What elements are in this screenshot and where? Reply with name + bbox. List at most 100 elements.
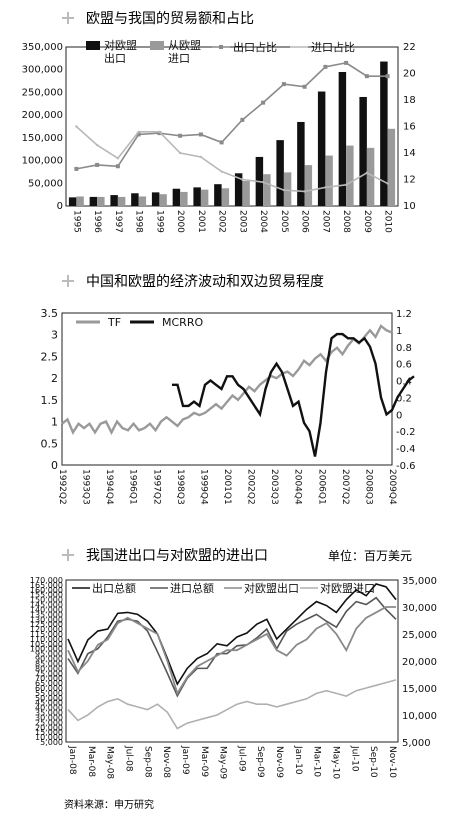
y-tick-label: 15,000 [35, 728, 63, 737]
point-export-share [198, 132, 203, 137]
bar-export [380, 61, 388, 207]
bar-export [172, 188, 181, 206]
y2-tick-label: 10,000 [402, 711, 437, 722]
y-tick-label: 130,000 [30, 615, 63, 624]
x-tick-label: Nov-08 [161, 746, 171, 778]
point-export-share [281, 82, 286, 87]
point-import-share [158, 130, 161, 133]
y-tick-label: 60,000 [35, 684, 63, 693]
legend-label-export-share: 出口占比 [233, 40, 277, 54]
bar-export [110, 195, 118, 206]
point-export-share [136, 132, 141, 137]
y-tick-label: 125,000 [30, 620, 63, 629]
y-tick-label: 300,000 [22, 65, 63, 76]
x-tick-label: Mar-09 [199, 746, 209, 777]
x-tick-label: 1996 [92, 210, 102, 233]
y-tick-label: 30,000 [35, 713, 63, 722]
y2-tick-label: -0.2 [396, 427, 416, 438]
legend-marker-export-share [219, 45, 223, 49]
point-export-share [344, 60, 349, 65]
y2-tick-label: 25,000 [402, 630, 437, 641]
bar-import [76, 196, 84, 206]
bar-export [151, 192, 160, 206]
bar-import [138, 196, 147, 206]
x-tick-label: 2006 [300, 210, 310, 233]
plus-icon [62, 275, 74, 287]
y-tick-label: 160,000 [30, 586, 63, 595]
line-tf [61, 324, 393, 436]
point-import-share [220, 170, 223, 173]
bar-import [97, 196, 105, 206]
bar-import [221, 188, 230, 206]
bar-import [325, 155, 333, 206]
x-tick-label: 1995 [71, 210, 81, 233]
bar-export [338, 71, 347, 206]
y-tick-label: 120,000 [30, 625, 63, 634]
point-export-share [240, 117, 245, 122]
y-tick-label: 50,000 [35, 694, 63, 703]
legend-label-import: 进口 [168, 52, 190, 65]
y2-tick-label: 0 [396, 410, 402, 421]
y-tick-label: 85,000 [35, 659, 63, 668]
x-tick-label: May-10 [331, 746, 341, 779]
point-export-share [302, 84, 307, 89]
point-export-share [95, 162, 100, 167]
x-tick-label: 1994Q4 [104, 469, 114, 505]
x-tick-label: Mar-08 [86, 746, 96, 777]
bar-import [346, 145, 354, 206]
plus-icon [62, 12, 74, 24]
x-tick-label: Sep-08 [142, 746, 152, 778]
point-import-share [282, 188, 286, 192]
x-tick-label: 2001 [196, 210, 206, 233]
x-tick-label: 2003 [237, 210, 247, 233]
y2-tick-label: -0.6 [396, 461, 416, 472]
y2-tick-label: 18 [403, 95, 416, 106]
y2-tick-label: 0.6 [396, 360, 412, 371]
legend-label-tf: TF [107, 316, 121, 329]
line-import-share [75, 125, 388, 193]
bar-export [193, 187, 201, 206]
chart1-bar-line: 0 50,000 100,000 150,000 200,000 250,000 300,0… [22, 38, 416, 233]
point-import-share [199, 155, 203, 159]
x-tick-label: Jan-10 [293, 745, 303, 775]
x-tick-label: 2006Q1 [316, 469, 326, 505]
bar-export [214, 184, 222, 206]
point-export-share [323, 64, 328, 69]
bar-export [359, 96, 367, 206]
line-eu-import [67, 679, 397, 730]
y-tick-label: 115,000 [30, 630, 63, 639]
x-tick-label: Jul-09 [236, 745, 246, 772]
point-import-share [95, 143, 99, 147]
source-note: 资料来源：申万研究 [64, 798, 154, 811]
y-tick-label: 0 [57, 201, 63, 212]
bar-export [317, 91, 326, 206]
y-tick-label: 20,000 [35, 723, 63, 732]
y2-tick-label: 0.8 [396, 343, 412, 354]
point-import-share [137, 130, 140, 133]
y2-tick-label: 20 [403, 69, 416, 80]
plot-frame [65, 579, 399, 743]
x-tick-label: 2008Q3 [363, 469, 373, 505]
chart3-unit: 单位：百万美元 [328, 548, 412, 563]
point-import-share [324, 186, 327, 189]
x-tick-label: 2009Q4 [387, 469, 397, 505]
y-tick-label: 350,000 [22, 42, 63, 53]
y-tick-label: 1.5 [41, 394, 59, 407]
bar-import [242, 181, 250, 206]
y-tick-label: 150,000 [22, 133, 63, 144]
y-tick-label: 170,000 [30, 576, 63, 585]
y2-tick-label: 22 [403, 42, 416, 53]
y-tick-label: 70,000 [35, 674, 63, 683]
x-tick-label: 2001Q1 [222, 469, 232, 505]
legend-label-eu-import: 对欧盟进口 [320, 581, 375, 595]
y2-tick-label: 10 [403, 201, 416, 212]
chart3-title: 我国进出口与对欧盟的进出口 [86, 548, 268, 564]
bar-import [366, 147, 375, 206]
legend-label-eu-export: 对欧盟出口 [244, 581, 299, 595]
point-import-share [386, 182, 389, 185]
y-tick-label: 5,000 [40, 738, 63, 747]
bar-export [89, 196, 98, 206]
y-tick-label: 105,000 [30, 640, 63, 649]
y2-tick-label: 15,000 [402, 684, 437, 695]
x-tick-label: 2000 [175, 210, 185, 233]
